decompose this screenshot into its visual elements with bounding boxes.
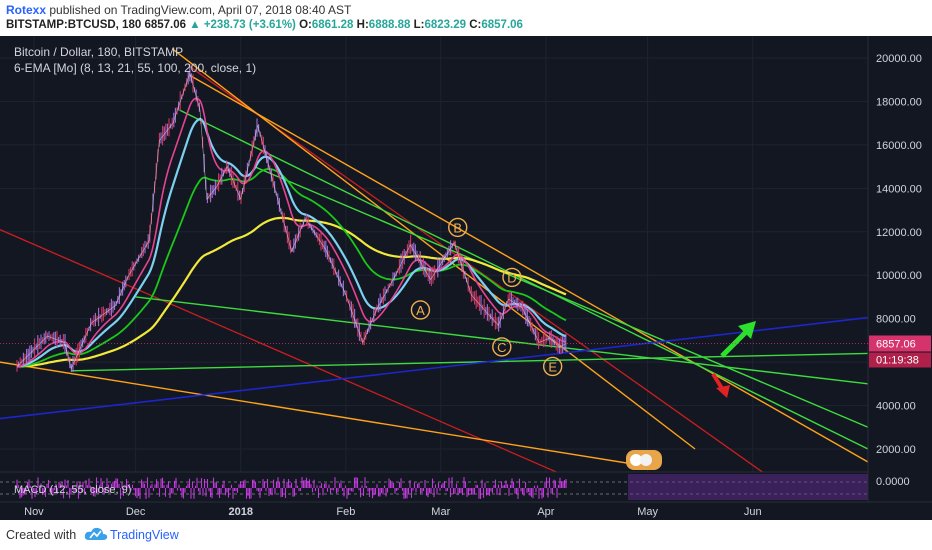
time-tick-label: Dec (126, 506, 146, 518)
macd-shade (628, 474, 868, 500)
trend-line-5 (179, 109, 869, 450)
time-axis[interactable]: Nov Dec 2018 Feb Mar Apr May Jun (0, 501, 932, 520)
wave-label-B: B (453, 220, 462, 235)
trend-line-9 (0, 316, 869, 420)
publish-line: Rotexx published on TradingView.com, Apr… (6, 3, 351, 17)
wave-label-A: A (416, 303, 425, 318)
last-price-label: 6857.06 (876, 338, 916, 350)
ohlc-l-label: L: (413, 19, 425, 31)
wave-label-circle-E (542, 356, 563, 377)
price-tick-label: 10000.00 (876, 270, 922, 282)
last-price: 6857.06 (144, 19, 187, 31)
ohlc-open: 6861.28 (311, 19, 354, 31)
ohlc-h-label: H: (356, 19, 369, 31)
arrow-down-icon (711, 372, 730, 398)
price-chart[interactable]: A B C D E 20000.00 18000.00 16000.00 14000.00 12… (0, 36, 932, 520)
time-tick-label: Feb (336, 506, 355, 518)
created-with-text: Created with (6, 528, 77, 542)
trend-line-4 (189, 74, 869, 463)
ema-lines (16, 97, 567, 368)
time-tick-label: Apr (537, 506, 554, 518)
price-change: ▲ +238.73 (+3.61%) (189, 19, 296, 31)
chart-title: Bitcoin / Dollar, 180, BITSTAMP (14, 45, 183, 59)
ema-line-3 (16, 97, 567, 368)
price-tick-label: 12000.00 (876, 227, 922, 239)
published-text: published on TradingView.com, April 07, … (49, 3, 352, 17)
ema-line-0 (16, 216, 567, 368)
time-tick-label: Mar (431, 506, 450, 518)
wave-labels: A B C D E (410, 217, 563, 377)
event-flag-dot-1 (630, 454, 642, 466)
price-tick-label: 14000.00 (876, 183, 922, 195)
tradingview-cloud-icon (84, 527, 108, 540)
ema-line-2 (16, 117, 567, 368)
time-tick-label: Nov (24, 506, 44, 518)
time-axis-bg (0, 502, 932, 520)
countdown-label: 01:19:38 (876, 354, 919, 366)
ohlc-close: 6857.06 (481, 19, 523, 31)
price-tick-label: 20000.00 (876, 53, 922, 65)
price-series (16, 64, 567, 372)
chart-header: Rotexx published on TradingView.com, Apr… (0, 0, 932, 36)
symbol-label: BITSTAMP:BTCUSD, 180 (6, 19, 142, 31)
ema-legend: 6-EMA [Mo] (8, 13, 21, 55, 100, 200, clo… (14, 61, 256, 75)
arrow-down-head (716, 385, 730, 398)
trend-line-3 (0, 361, 648, 468)
event-flag-dot-2 (640, 454, 652, 466)
wave-label-circle-D (502, 267, 522, 288)
time-tick-label: 2018 (228, 506, 252, 518)
wave-label-E: E (548, 359, 557, 374)
author-name[interactable]: Rotexx (6, 3, 47, 17)
trend-line-6 (254, 165, 869, 428)
trend-line-8 (71, 352, 869, 372)
price-axis[interactable]: 20000.00 18000.00 16000.00 14000.00 12000.00… (0, 36, 932, 520)
ohlc-low: 6823.29 (424, 19, 467, 31)
wave-label-circle-B (448, 217, 468, 238)
chart-footer: Created with TradingView (0, 520, 932, 550)
time-tick-label: May (637, 506, 658, 518)
trend-line-7 (135, 296, 869, 385)
ohlc-line: BITSTAMP:BTCUSD, 180 6857.06 ▲ +238.73 (… (6, 19, 523, 31)
arrow-up-icon (720, 321, 756, 358)
price-tick-label: 18000.00 (876, 96, 922, 108)
price-axis-bg (868, 36, 932, 520)
ohlc-o-label: O: (299, 19, 312, 31)
ohlc-high: 6888.88 (368, 19, 411, 31)
arrow-up-head (738, 321, 756, 339)
wave-label-D: D (507, 270, 516, 285)
macd-legend: MACD (12, 55, close, 9) (14, 484, 131, 496)
price-tick-label: 16000.00 (876, 140, 922, 152)
ema-line-1 (16, 168, 567, 368)
wave-label-circle-A (410, 300, 431, 320)
arrow-up-shaft (720, 328, 750, 358)
macd-pane (0, 450, 932, 502)
countdown-tag (869, 352, 931, 368)
last-price-tag (869, 335, 931, 352)
ohlc-c-label: C: (469, 19, 482, 31)
time-tick-label: Jun (744, 506, 762, 518)
macd-zero-label: 0.0000 (876, 476, 910, 488)
price-tick-label: 2000.00 (876, 444, 916, 456)
wave-label-C: C (497, 340, 506, 355)
price-tick-label: 8000.00 (876, 314, 916, 326)
wave-label-circle-C (492, 337, 512, 357)
projection-arrows (711, 321, 756, 398)
price-tick-label: 4000.00 (876, 401, 916, 413)
price-line (16, 72, 567, 370)
tradingview-brand[interactable]: TradingView (110, 528, 179, 542)
